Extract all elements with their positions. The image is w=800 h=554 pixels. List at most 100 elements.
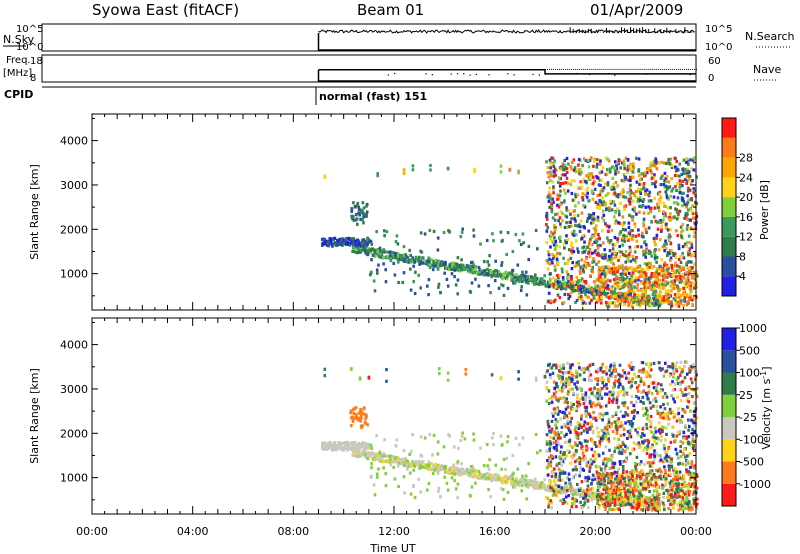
echo-cell <box>588 263 591 267</box>
echo-cell <box>650 274 653 278</box>
nave-dot <box>667 68 669 70</box>
echo-cell <box>581 288 584 292</box>
echo-cell <box>585 460 588 464</box>
echo-cell <box>660 383 663 387</box>
echo-cell <box>692 168 696 172</box>
echo-cell <box>602 213 606 217</box>
echo-cell <box>580 211 584 215</box>
echo-cell <box>654 281 657 285</box>
echo-cell <box>553 231 556 235</box>
echo-cell <box>621 236 625 240</box>
echo-cell <box>607 400 611 404</box>
power-y-tick-label: 4000 <box>60 135 88 148</box>
nsearch-label: N.Search <box>745 30 795 43</box>
echo-cell <box>468 264 472 268</box>
echo-cell <box>451 469 454 473</box>
echo-cell <box>665 195 669 199</box>
echo-cell <box>499 376 503 380</box>
nsky-line <box>318 29 695 34</box>
echo-cell <box>557 399 560 403</box>
echo-cell <box>628 278 632 282</box>
echo-cell <box>590 391 594 396</box>
echo-cell <box>634 381 637 385</box>
echo-cell <box>552 490 556 494</box>
echo-cell <box>559 239 562 243</box>
echo-cell <box>678 265 681 269</box>
echo-cell <box>613 366 616 370</box>
echo-cell <box>677 462 680 466</box>
echo-cell <box>686 194 689 198</box>
echo-cell <box>393 252 397 256</box>
echo-cell <box>542 486 545 490</box>
nave-dot <box>641 68 643 70</box>
echo-cell <box>641 293 644 297</box>
echo-cell <box>407 260 410 264</box>
echo-cell <box>560 385 564 390</box>
echo-cell <box>574 465 577 469</box>
echo-cell <box>637 198 640 202</box>
power-y-tick-label: 1000 <box>60 268 88 281</box>
echo-cell <box>565 501 569 505</box>
echo-cell <box>635 442 638 447</box>
echo-cell <box>588 364 592 368</box>
echo-cell <box>353 205 357 209</box>
echo-cell <box>642 274 645 278</box>
echo-cell <box>622 404 626 408</box>
nave-dot <box>669 68 671 70</box>
echo-cell <box>612 200 616 204</box>
echo-cell <box>498 270 501 275</box>
echo-cell <box>586 460 590 464</box>
echo-cell <box>641 231 644 235</box>
nave-dot <box>603 68 605 70</box>
echo-cell <box>599 199 602 203</box>
nave-dot <box>595 68 597 70</box>
echo-cell <box>654 481 658 485</box>
echo-cell <box>650 445 654 449</box>
echo-cell <box>629 162 632 166</box>
echo-cell <box>520 285 523 289</box>
echo-cell <box>665 369 669 373</box>
echo-cell <box>471 475 475 479</box>
echo-cell <box>650 298 653 303</box>
echo-cell <box>569 165 573 169</box>
echo-cell <box>645 409 649 413</box>
echo-cell <box>584 159 588 163</box>
echo-cell <box>549 230 553 234</box>
echo-cell <box>633 292 636 296</box>
echo-cell <box>352 417 355 421</box>
echo-cell <box>665 242 668 246</box>
echo-cell <box>646 444 649 448</box>
echo-cell <box>357 207 361 211</box>
echo-cell <box>458 469 462 474</box>
echo-cell <box>377 457 380 461</box>
freq-trace <box>317 68 697 82</box>
echo-cell <box>468 267 472 271</box>
echo-cell <box>566 189 570 193</box>
echo-cell <box>639 172 643 176</box>
echo-cell <box>660 228 663 232</box>
echo-cell <box>675 378 679 382</box>
echo-cell <box>687 260 691 264</box>
echo-cell <box>571 289 575 293</box>
echo-cell <box>645 283 648 287</box>
echo-cell <box>444 260 447 264</box>
echo-cell <box>631 229 634 233</box>
echo-cell <box>357 211 361 215</box>
echo-cell <box>584 479 587 483</box>
echo-cell <box>385 379 388 383</box>
nave-dot <box>649 68 651 70</box>
echo-cell <box>652 236 656 241</box>
echo-cell <box>653 252 656 256</box>
echo-cell <box>645 504 648 508</box>
echo-cell <box>552 187 555 191</box>
echo-cell <box>525 279 528 283</box>
echo-cell <box>575 239 578 243</box>
echo-cell <box>650 171 653 175</box>
echo-cell <box>687 226 691 230</box>
echo-cell <box>679 299 683 303</box>
echo-cell <box>596 298 599 302</box>
echo-cell <box>569 420 572 424</box>
echo-cell <box>627 371 631 375</box>
nave-dot <box>659 68 661 70</box>
echo-cell <box>552 254 556 259</box>
